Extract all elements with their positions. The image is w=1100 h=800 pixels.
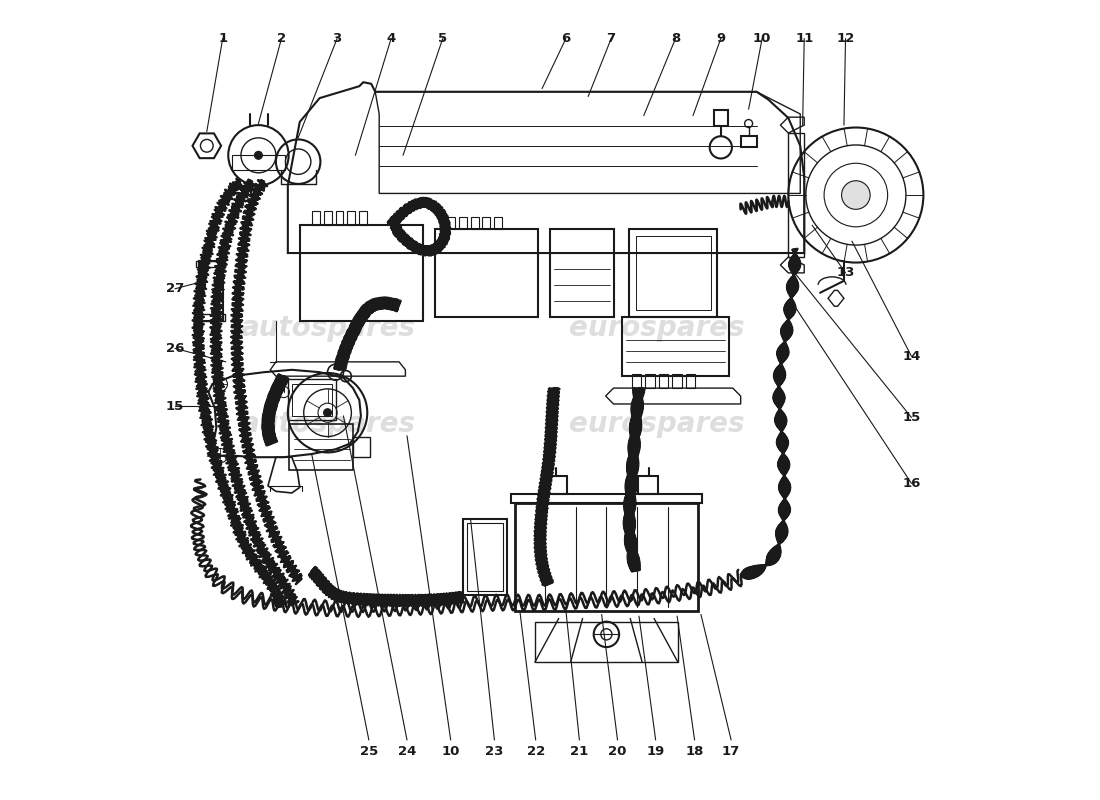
Bar <box>629 229 717 317</box>
Bar <box>659 374 669 388</box>
Bar <box>646 374 654 388</box>
Text: 1: 1 <box>218 32 228 45</box>
Text: 19: 19 <box>647 745 664 758</box>
Text: 4: 4 <box>386 32 396 45</box>
Bar <box>323 211 331 226</box>
Text: 25: 25 <box>360 745 378 758</box>
Text: 2: 2 <box>277 32 286 45</box>
Bar <box>494 218 503 229</box>
Bar <box>353 437 371 457</box>
Bar <box>232 155 285 170</box>
Text: eurospares: eurospares <box>570 410 745 438</box>
Bar <box>463 519 507 594</box>
Text: 27: 27 <box>166 282 184 295</box>
Bar <box>686 374 695 388</box>
Bar <box>515 503 697 610</box>
Text: 21: 21 <box>570 745 589 758</box>
Bar <box>672 374 682 388</box>
Bar <box>468 523 503 590</box>
Bar <box>288 378 336 420</box>
Text: 16: 16 <box>902 477 921 490</box>
Circle shape <box>842 181 870 210</box>
Text: 7: 7 <box>606 32 616 45</box>
Text: 18: 18 <box>685 745 704 758</box>
Text: 23: 23 <box>485 745 504 758</box>
Bar <box>483 218 491 229</box>
Bar <box>311 211 320 226</box>
Text: 10: 10 <box>441 745 460 758</box>
Text: 12: 12 <box>836 32 855 45</box>
Bar <box>550 229 614 317</box>
Bar <box>447 218 454 229</box>
Text: 13: 13 <box>836 266 855 279</box>
Text: autospares: autospares <box>240 314 415 342</box>
Text: 24: 24 <box>398 745 416 758</box>
Bar <box>535 622 678 662</box>
Bar <box>292 384 331 416</box>
Circle shape <box>323 409 331 417</box>
Text: 15: 15 <box>902 411 921 424</box>
Text: 5: 5 <box>438 32 448 45</box>
Text: autospares: autospares <box>240 410 415 438</box>
Bar <box>360 211 367 226</box>
Text: 15: 15 <box>166 400 184 413</box>
Bar <box>631 374 641 388</box>
Text: 6: 6 <box>561 32 571 45</box>
Bar <box>714 110 728 126</box>
Bar <box>197 261 226 267</box>
Text: eurospares: eurospares <box>570 314 745 342</box>
Bar <box>199 261 222 321</box>
Bar <box>512 494 702 503</box>
Bar <box>300 226 422 321</box>
Text: 10: 10 <box>752 32 771 45</box>
Bar <box>547 476 567 494</box>
Text: 9: 9 <box>716 32 725 45</box>
Text: 26: 26 <box>166 342 184 355</box>
Bar <box>197 314 226 321</box>
Bar <box>336 211 343 226</box>
Bar <box>289 424 353 470</box>
Bar <box>638 476 658 494</box>
Bar <box>621 317 728 376</box>
Text: 3: 3 <box>332 32 342 45</box>
Text: 22: 22 <box>527 745 544 758</box>
Bar <box>348 211 355 226</box>
Text: 17: 17 <box>722 745 740 758</box>
Bar <box>636 235 712 310</box>
Text: 20: 20 <box>608 745 627 758</box>
Circle shape <box>254 151 263 159</box>
Text: 11: 11 <box>795 32 813 45</box>
Bar <box>740 136 757 147</box>
Text: 8: 8 <box>671 32 680 45</box>
Bar <box>459 218 466 229</box>
Text: 14: 14 <box>902 350 921 363</box>
Bar <box>434 229 538 317</box>
Bar <box>471 218 478 229</box>
Bar <box>789 133 804 257</box>
